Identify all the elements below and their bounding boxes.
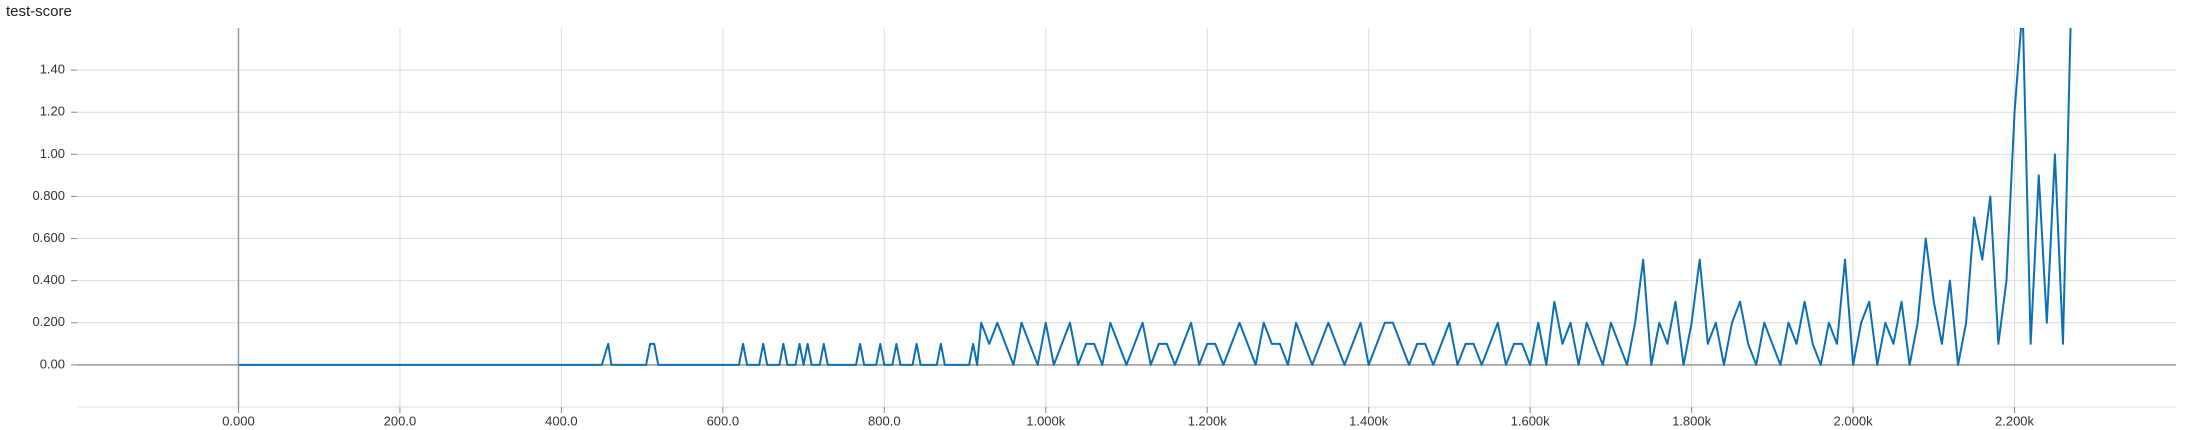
x-tick-label: 2.000k [1834, 413, 1874, 428]
x-tick-label: 2.200k [1995, 413, 2035, 428]
x-tick-label: 1.200k [1188, 413, 1228, 428]
x-tick-label: 1.800k [1672, 413, 1712, 428]
y-tick-label: 0.800 [32, 188, 65, 203]
y-tick-label: 0.200 [32, 314, 65, 329]
x-tick-label: 1.400k [1349, 413, 1389, 428]
x-tick-label: 400.0 [545, 413, 578, 428]
y-tick-label: 1.00 [40, 146, 65, 161]
x-tick-label: 0.000 [222, 413, 255, 428]
y-tick-label: 1.20 [40, 104, 65, 119]
data-line [238, 28, 2072, 366]
plot-area [238, 28, 2072, 366]
chart-title: test-score [6, 3, 72, 20]
y-tick-label: 0.400 [32, 272, 65, 287]
axes: 0.00 0.200 0.400 0.600 0.800 1.00 1.20 1.40 0.00… [32, 28, 2176, 428]
y-tick-label: 1.40 [40, 62, 65, 77]
y-tick-label: 0.00 [40, 356, 65, 371]
x-tick-label: 200.0 [384, 413, 417, 428]
y-tick-label: 0.600 [32, 230, 65, 245]
x-tick-label: 800.0 [868, 413, 901, 428]
x-tick-label: 1.600k [1511, 413, 1551, 428]
grid [77, 28, 2176, 408]
x-tick-label: 1.000k [1026, 413, 1066, 428]
x-tick-label: 600.0 [707, 413, 740, 428]
